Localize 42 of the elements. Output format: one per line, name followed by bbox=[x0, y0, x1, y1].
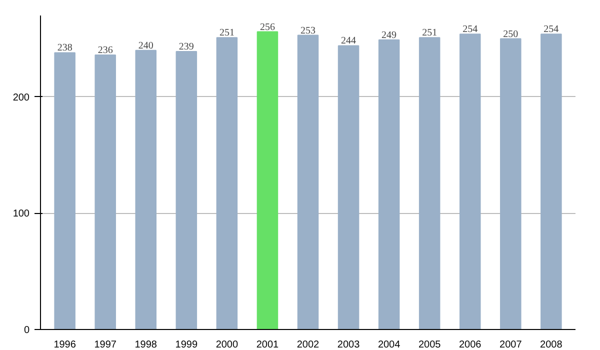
x-tick-label: 1996 bbox=[54, 340, 76, 350]
bar bbox=[54, 52, 76, 330]
bar bbox=[256, 31, 278, 330]
y-tick-label: 100 bbox=[12, 208, 30, 220]
bar bbox=[378, 39, 400, 330]
bar bbox=[459, 34, 481, 330]
x-tick-label: 2007 bbox=[500, 340, 522, 350]
x-tick-label: 2005 bbox=[418, 340, 442, 350]
bar bbox=[540, 34, 562, 330]
data-label: 244 bbox=[341, 36, 356, 47]
x-tick-label: 1999 bbox=[175, 340, 198, 350]
x-tick-label: 2000 bbox=[216, 340, 238, 350]
x-tick-label: 2004 bbox=[378, 340, 401, 350]
data-label: 251 bbox=[219, 28, 234, 39]
x-tick-label: 2001 bbox=[256, 340, 280, 350]
bar bbox=[176, 51, 198, 330]
x-tick-label: 1998 bbox=[134, 340, 158, 350]
bar bbox=[135, 50, 157, 330]
x-tick-label: 1997 bbox=[94, 340, 117, 350]
data-label: 240 bbox=[138, 40, 154, 52]
data-label: 253 bbox=[300, 25, 316, 36]
bar bbox=[94, 54, 116, 330]
y-tick-label: 200 bbox=[12, 92, 30, 104]
bar bbox=[297, 34, 319, 330]
data-label: 239 bbox=[178, 42, 194, 53]
x-tick-label: 2008 bbox=[540, 340, 563, 350]
y-tick-label: 0 bbox=[24, 325, 30, 336]
data-label: 256 bbox=[260, 22, 275, 33]
data-label: 254 bbox=[544, 24, 559, 36]
data-label: 238 bbox=[57, 42, 72, 54]
data-label: 254 bbox=[462, 24, 478, 36]
data-label: 249 bbox=[382, 30, 397, 41]
data-label: 250 bbox=[503, 28, 518, 40]
bar bbox=[418, 37, 440, 330]
bar bbox=[500, 38, 522, 330]
data-label: 236 bbox=[98, 45, 113, 56]
x-tick-label: 2003 bbox=[337, 340, 360, 350]
x-tick-label: 2002 bbox=[296, 340, 320, 350]
x-tick-label: 2006 bbox=[459, 340, 482, 350]
bar bbox=[216, 37, 238, 330]
bar bbox=[338, 45, 360, 330]
data-label: 251 bbox=[422, 28, 438, 39]
